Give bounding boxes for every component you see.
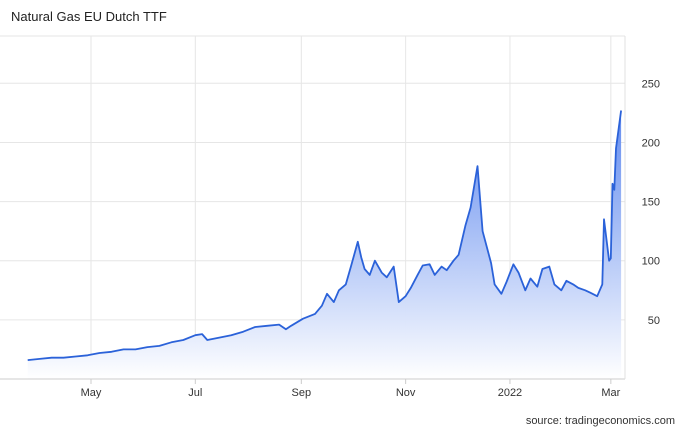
- data-point: [603, 219, 604, 220]
- data-point: [525, 290, 526, 291]
- x-tick-label: 2022: [498, 387, 522, 399]
- data-point: [279, 324, 280, 325]
- data-point: [506, 281, 507, 282]
- data-point: [333, 302, 334, 303]
- data-point: [135, 349, 136, 350]
- data-point: [410, 287, 411, 288]
- data-point: [207, 339, 208, 340]
- data-point: [578, 287, 579, 288]
- x-tick-label: Nov: [396, 387, 416, 399]
- data-point: [542, 268, 543, 269]
- x-tick-label: Jul: [188, 387, 202, 399]
- data-point: [291, 325, 292, 326]
- data-point: [321, 305, 322, 306]
- data-point: [530, 278, 531, 279]
- series-area: [27, 110, 622, 379]
- data-point: [610, 258, 611, 259]
- data-point: [231, 335, 232, 336]
- data-point: [219, 337, 220, 338]
- data-point: [195, 335, 196, 336]
- data-point: [51, 357, 52, 358]
- data-point: [202, 334, 203, 335]
- data-point: [87, 355, 88, 356]
- data-point: [612, 183, 613, 184]
- data-point: [357, 241, 358, 242]
- data-point: [27, 360, 28, 361]
- data-point: [615, 148, 616, 149]
- data-point: [183, 339, 184, 340]
- data-point: [614, 189, 615, 190]
- y-tick-label: 100: [642, 256, 660, 268]
- x-tick-label: May: [81, 387, 102, 399]
- data-point: [458, 254, 459, 255]
- data-point: [549, 266, 550, 267]
- data-point: [302, 318, 303, 319]
- source-credit: source: tradingeconomics.com: [525, 415, 675, 427]
- data-point: [609, 260, 610, 261]
- data-point: [63, 357, 64, 358]
- data-point: [590, 292, 591, 293]
- data-point: [159, 345, 160, 346]
- data-point: [477, 166, 478, 167]
- data-point: [361, 257, 362, 258]
- data-point: [422, 265, 423, 266]
- y-tick-label: 200: [642, 137, 660, 149]
- data-point: [537, 286, 538, 287]
- data-point: [374, 260, 375, 261]
- data-point: [429, 264, 430, 265]
- x-tick-label: Mar: [601, 387, 620, 399]
- data-point: [602, 284, 603, 285]
- data-point: [255, 326, 256, 327]
- data-point: [350, 266, 351, 267]
- data-point: [597, 296, 598, 297]
- data-point: [494, 284, 495, 285]
- series-line: [27, 110, 622, 361]
- data-point: [561, 290, 562, 291]
- data-point: [441, 266, 442, 267]
- data-point: [405, 296, 406, 297]
- data-point: [75, 356, 76, 357]
- y-tick-label: 50: [648, 315, 660, 327]
- data-point: [381, 272, 382, 273]
- data-point: [465, 225, 466, 226]
- data-point: [111, 351, 112, 352]
- data-point: [398, 302, 399, 303]
- data-point: [434, 274, 435, 275]
- data-point: [369, 274, 370, 275]
- data-point: [513, 264, 514, 265]
- data-point: [482, 231, 483, 232]
- data-point: [621, 110, 622, 111]
- chart-title: Natural Gas EU Dutch TTF: [11, 9, 167, 24]
- data-point: [147, 347, 148, 348]
- data-point: [285, 329, 286, 330]
- data-point: [393, 266, 394, 267]
- data-point: [314, 313, 315, 314]
- data-point: [573, 284, 574, 285]
- data-point: [453, 260, 454, 261]
- data-point: [566, 280, 567, 281]
- data-point: [518, 272, 519, 273]
- y-tick-label: 150: [642, 197, 660, 209]
- data-point: [501, 293, 502, 294]
- data-point: [446, 270, 447, 271]
- x-tick-label: Sep: [292, 387, 312, 399]
- data-point: [491, 263, 492, 264]
- data-point: [470, 207, 471, 208]
- data-point: [99, 352, 100, 353]
- y-tick-label: 250: [642, 78, 660, 90]
- data-point: [326, 293, 327, 294]
- data-point: [171, 342, 172, 343]
- data-point: [386, 277, 387, 278]
- data-point: [39, 358, 40, 359]
- data-point: [417, 274, 418, 275]
- data-point: [267, 325, 268, 326]
- data-point: [338, 290, 339, 291]
- data-point: [364, 268, 365, 269]
- data-point: [243, 331, 244, 332]
- data-point: [585, 290, 586, 291]
- data-point: [345, 284, 346, 285]
- data-point: [554, 284, 555, 285]
- data-point: [123, 349, 124, 350]
